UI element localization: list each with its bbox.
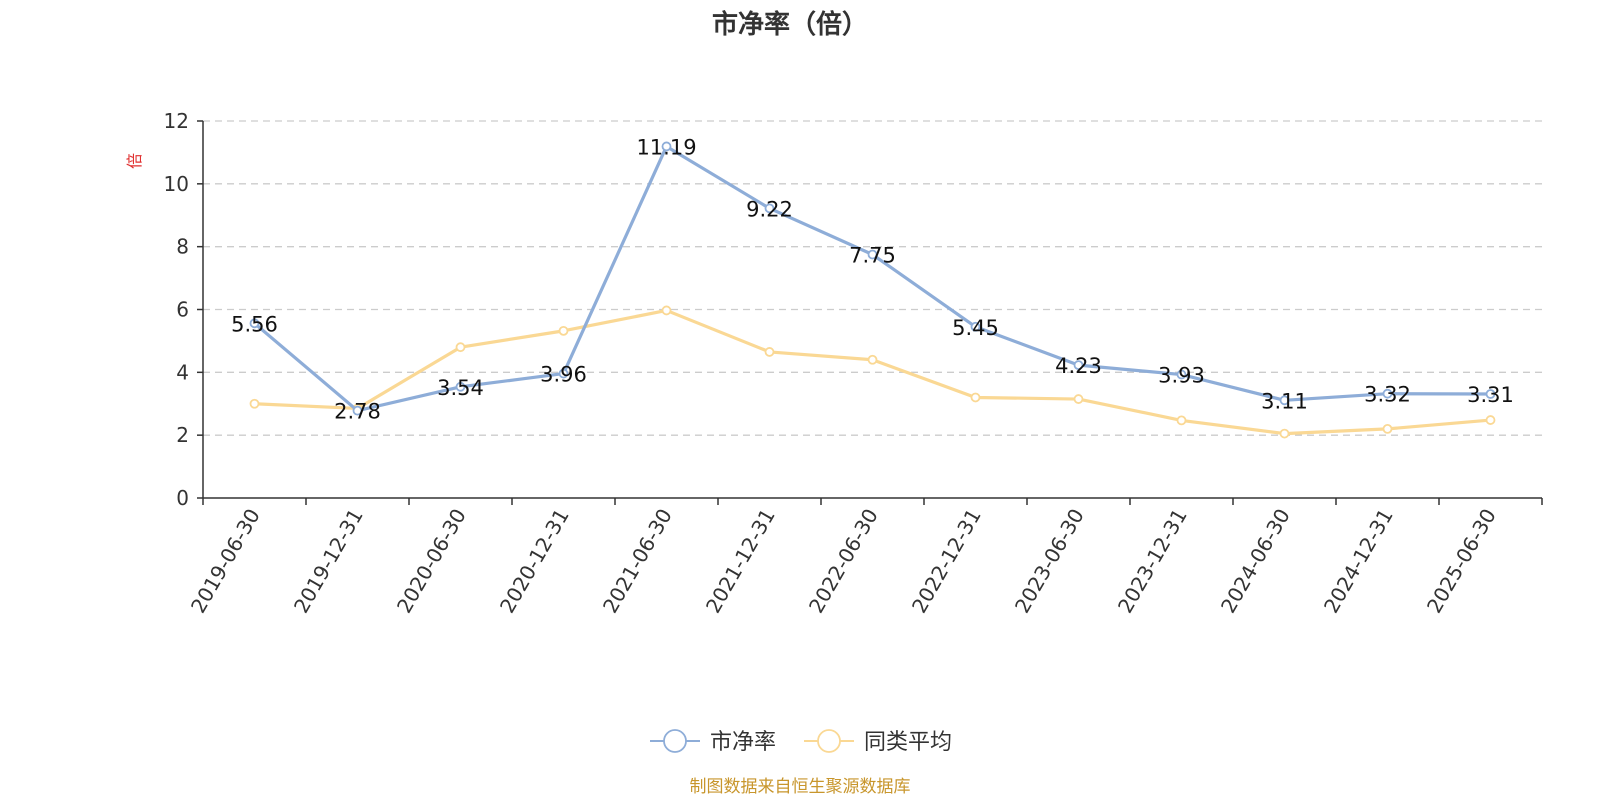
series-line-pb-ratio	[253, 144, 1491, 413]
y-tick-label: 6	[176, 298, 189, 322]
legend-marker-icon	[817, 729, 841, 753]
data-labels: 5.56 2.78 3.54 3.96 11.19 9.22 7.75 5.45 4.23 3.9…	[231, 135, 1514, 423]
legend-item-pb-ratio[interactable]: 市净率	[650, 729, 776, 755]
data-point	[1176, 369, 1187, 380]
data-point	[970, 392, 981, 403]
data-point	[1485, 415, 1496, 425]
data-point	[1073, 360, 1084, 371]
data-point	[249, 398, 260, 409]
series-line-peer-average	[254, 308, 1491, 436]
data-point	[970, 321, 981, 332]
source-note: 制图数据来自恒生聚源数据库	[690, 777, 911, 797]
data-point	[1279, 428, 1290, 439]
x-tick-label: 2022-12-31	[907, 505, 986, 618]
data-label: 4.23	[1055, 354, 1102, 378]
data-point	[661, 141, 672, 152]
y-tick-label: 0	[176, 486, 189, 510]
y-tick-label: 4	[176, 360, 189, 384]
data-label: 11.19	[636, 135, 696, 159]
data-label: 9.22	[746, 197, 793, 221]
x-tick-label: 2024-06-30	[1216, 505, 1295, 618]
data-point	[867, 354, 878, 365]
data-point	[455, 381, 466, 392]
data-label: 3.11	[1261, 389, 1308, 413]
data-point	[764, 347, 775, 357]
data-label: 3.93	[1158, 364, 1205, 388]
data-point	[1176, 415, 1187, 426]
data-point	[1073, 394, 1084, 404]
x-tick-label: 2024-12-31	[1319, 505, 1398, 618]
x-tick-label: 2020-12-31	[495, 505, 574, 618]
data-label: 5.45	[952, 316, 999, 340]
axes: 0 2 4 6 8 10 12 2019-06-30 2019-12-31 2020-06-30 2…	[164, 109, 1543, 618]
data-point	[661, 305, 672, 316]
legend-label: 同类平均	[864, 730, 952, 755]
x-tick-label: 2025-06-30	[1422, 505, 1501, 618]
y-axis-unit: 倍	[125, 153, 144, 169]
data-label: 2.78	[334, 400, 381, 424]
y-tick-label: 12	[164, 109, 189, 133]
x-tick-label: 2019-12-31	[289, 505, 368, 618]
data-point	[249, 318, 260, 329]
data-point	[455, 342, 466, 353]
y-tick-label: 2	[176, 423, 189, 447]
x-tick-label: 2021-06-30	[598, 505, 677, 618]
data-label: 5.56	[231, 312, 278, 336]
data-label: 7.75	[849, 244, 896, 268]
x-tick-label: 2020-06-30	[392, 505, 471, 618]
y-tick-label: 8	[176, 235, 189, 259]
data-point	[1485, 389, 1496, 399]
legend-label: 市净率	[710, 730, 776, 755]
x-tick-label: 2021-12-31	[701, 505, 780, 618]
grid-lines	[203, 120, 1542, 436]
data-point	[1382, 423, 1393, 434]
chart-title: 市净率（倍）	[712, 9, 868, 40]
legend[interactable]: 市净率 同类平均	[650, 729, 952, 755]
y-tick-label: 10	[164, 172, 189, 196]
series-layer	[249, 141, 1496, 439]
data-label: 3.54	[437, 376, 484, 400]
x-tick-label: 2023-06-30	[1010, 505, 1089, 618]
x-tick-label: 2023-12-31	[1113, 505, 1192, 618]
data-label: 3.32	[1364, 383, 1411, 407]
x-tick-label: 2022-06-30	[804, 505, 883, 618]
data-point	[558, 325, 569, 336]
data-label: 3.96	[540, 363, 587, 387]
data-point	[867, 249, 878, 260]
x-tick-label: 2019-06-30	[186, 505, 265, 618]
data-point	[1382, 388, 1393, 399]
legend-marker-icon	[663, 729, 687, 753]
legend-item-peer-average[interactable]: 同类平均	[804, 729, 952, 755]
data-point	[1279, 395, 1290, 406]
data-label: 3.31	[1467, 383, 1514, 407]
data-point	[352, 405, 363, 416]
data-point	[558, 368, 569, 379]
data-point	[764, 203, 775, 214]
